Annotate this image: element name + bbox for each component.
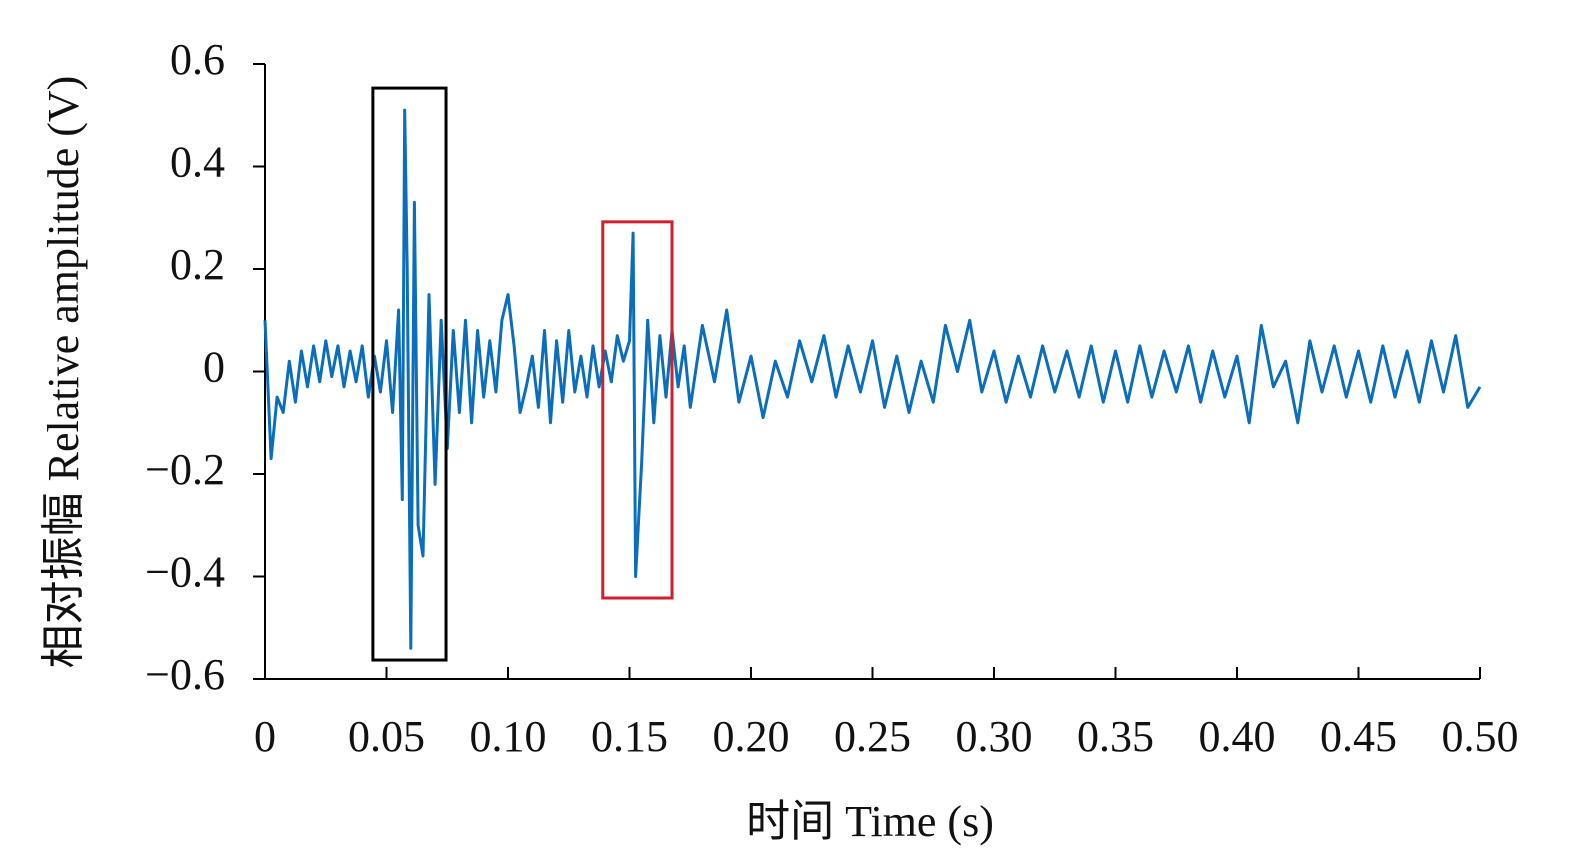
x-tick-label: 0.25 xyxy=(834,712,911,761)
signal-line xyxy=(263,108,1482,650)
x-tick-label: 0.35 xyxy=(1077,712,1154,761)
y-tick-label: 0.2 xyxy=(170,240,225,289)
y-axis-label: 相对振幅 Relative amplitude (V) xyxy=(39,76,88,669)
y-tick-label: 0.6 xyxy=(170,35,225,84)
x-tick-label: 0.10 xyxy=(470,712,547,761)
y-tick-label: 0 xyxy=(203,343,225,392)
highlight-box xyxy=(601,220,674,600)
x-tick-label: 0.30 xyxy=(956,712,1033,761)
y-tick-label: 0.4 xyxy=(170,138,225,187)
x-tick-label: 0.20 xyxy=(713,712,790,761)
x-tick-label: 0.15 xyxy=(591,712,668,761)
x-axis-label: 时间 Time (s) xyxy=(746,797,994,846)
x-tick-label: 0 xyxy=(254,712,276,761)
x-tick-label: 0.40 xyxy=(1199,712,1276,761)
x-tick-label: 0.05 xyxy=(348,712,425,761)
y-tick-label: −0.6 xyxy=(145,650,225,699)
y-tick-label: −0.2 xyxy=(145,445,225,494)
y-tick-label: −0.4 xyxy=(145,548,225,597)
x-tick-label: 0.45 xyxy=(1320,712,1397,761)
highlight-box xyxy=(371,86,448,662)
x-tick-label: 0.50 xyxy=(1442,712,1519,761)
